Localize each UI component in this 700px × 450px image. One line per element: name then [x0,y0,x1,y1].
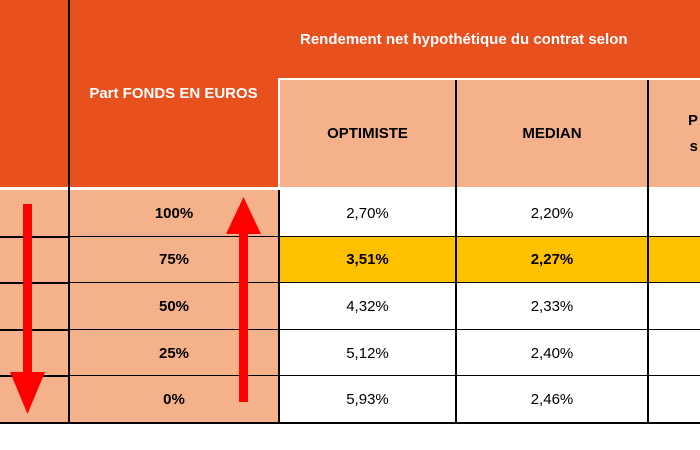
column-label-pessimiste-line2: s [689,137,698,155]
row-optimiste-value: 4,32% [346,297,389,315]
row-pessimiste [649,329,700,377]
part-fonds-header: Part FONDS EN EUROS [69,0,278,187]
header-left-blank [0,0,69,187]
arrow-up-icon [226,197,261,402]
part-fonds-label: Part FONDS EN EUROS [89,84,258,102]
row-median-value: 2,20% [530,204,574,222]
row-median-value: 2,27% [530,251,574,269]
row-optimiste-value: 2,70% [346,204,389,222]
row-pessimiste [649,283,700,330]
row-median: 2,20% [457,190,647,237]
row-optimiste: 5,12% [280,329,455,377]
row-median: 2,46% [457,376,647,423]
column-header-median: MEDIAN [457,80,647,187]
subheader-white-rule [278,78,700,80]
column-label-optimiste: OPTIMISTE [327,125,408,142]
row-divider [0,422,700,424]
row-optimiste-value: 5,93% [346,391,389,409]
row-part-fonds-value: 50% [158,297,190,315]
row-optimiste: 4,32% [280,283,455,330]
row-part-fonds-value: 0% [163,391,185,409]
row-optimiste: 2,70% [280,190,455,237]
column-header-optimiste: OPTIMISTE [280,80,455,187]
row-pessimiste [649,236,700,284]
grid-line [647,80,649,423]
row-median-value: 2,40% [530,344,574,362]
row-optimiste: 3,51% [280,236,455,284]
row-part-fonds-value: 25% [158,344,190,362]
row-part-fonds-value: 100% [154,204,194,222]
row-optimiste-value: 3,51% [346,251,389,269]
row-pessimiste [649,190,700,237]
row-median: 2,33% [457,283,647,330]
row-median: 2,27% [457,236,647,284]
row-median-value: 2,33% [530,297,574,315]
row-part-fonds-value: 75% [158,251,190,269]
row-median: 2,40% [457,329,647,377]
grid-line [278,190,280,423]
grid-line [68,0,70,423]
column-label-median: MEDIAN [522,125,582,142]
row-median-value: 2,46% [530,391,574,409]
row-optimiste: 5,93% [280,376,455,423]
row-pessimiste [649,376,700,423]
scenario-header: Rendement net hypothétique du contrat se… [278,0,700,78]
arrow-down-icon [10,204,45,414]
scenario-header-label: Rendement net hypothétique du contrat se… [300,30,628,48]
row-optimiste-value: 5,12% [346,344,389,362]
grid-line [455,80,457,423]
left-header-white-divider [278,78,280,188]
column-label-pessimiste-line1: P [687,111,698,129]
column-header-pessimiste: P s [649,80,700,187]
header-white-rule [0,187,278,190]
